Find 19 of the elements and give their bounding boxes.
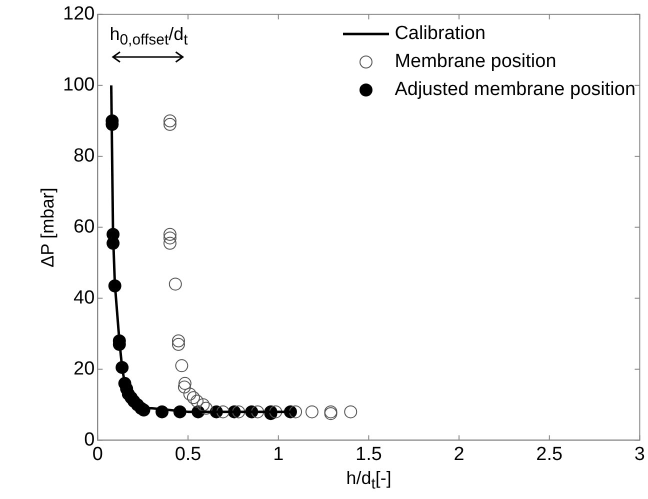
x-tick-label: 0.5 [174, 444, 202, 465]
y-tick-label: 100 [63, 74, 95, 96]
y-tick-label: 60 [74, 216, 95, 238]
y-axis-title: ΔP [mbar] [37, 187, 58, 268]
legend-label: Adjusted membrane position [394, 78, 636, 102]
x-axis-title: h/d$_{t}$[-] [346, 468, 392, 493]
x-tick-label: 1.5 [356, 444, 382, 465]
x-tick-label: 2.5 [536, 444, 563, 465]
x-tick-label: 1 [273, 444, 284, 465]
legend-label: Membrane position [394, 50, 556, 74]
y-tick-label: 0 [84, 429, 95, 450]
y-tick-label: 120 [63, 4, 95, 25]
y-tick-label: 20 [74, 358, 95, 380]
annotation: h$_{0,offset}$/d$_{t}$ [110, 24, 188, 49]
y-tick-label: 80 [74, 146, 95, 167]
y-tick-label: 40 [74, 288, 95, 308]
x-tick-label: 2 [454, 444, 464, 465]
legend-label: Calibration [394, 22, 486, 46]
x-tick-label: 3 [634, 444, 646, 465]
